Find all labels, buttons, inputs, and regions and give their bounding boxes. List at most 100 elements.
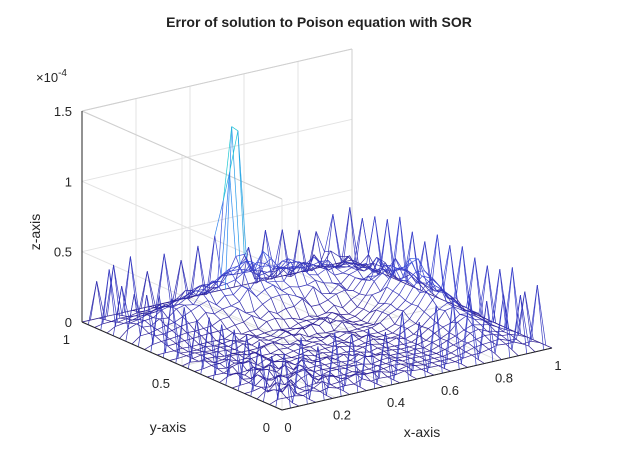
mesh-segment bbox=[277, 266, 285, 282]
mesh-segment bbox=[338, 266, 348, 269]
mesh-segment bbox=[263, 346, 271, 354]
mesh-segment bbox=[455, 297, 465, 310]
mesh-segment bbox=[420, 282, 430, 288]
mesh-segment bbox=[391, 216, 401, 276]
mesh-segment bbox=[314, 336, 324, 339]
mesh-segment bbox=[477, 300, 488, 360]
mesh-segment bbox=[379, 322, 387, 330]
mesh-segment bbox=[359, 276, 369, 295]
mesh-segment bbox=[231, 126, 239, 132]
mesh-segment bbox=[285, 265, 293, 270]
mesh-segment bbox=[288, 372, 298, 379]
mesh-segment bbox=[351, 259, 359, 264]
mesh-segment bbox=[310, 323, 318, 334]
mesh-segment bbox=[345, 383, 354, 386]
mesh-segment bbox=[228, 268, 236, 280]
mesh-segment bbox=[296, 261, 306, 265]
mesh-segment bbox=[280, 343, 288, 349]
mesh-segment bbox=[239, 289, 249, 302]
mesh-segment bbox=[302, 323, 311, 328]
mesh-segment bbox=[327, 293, 337, 301]
mesh-segment bbox=[400, 318, 410, 327]
mesh-segment bbox=[266, 280, 276, 283]
mesh-segment bbox=[291, 333, 301, 335]
mesh-segment bbox=[371, 343, 378, 349]
mesh-segment bbox=[281, 258, 289, 262]
mesh-segment bbox=[270, 329, 280, 337]
mesh-segment bbox=[350, 323, 360, 326]
mesh-segment bbox=[339, 346, 347, 353]
mesh-segment bbox=[301, 373, 310, 379]
mesh-segment bbox=[234, 321, 244, 326]
mesh-segment bbox=[197, 289, 205, 297]
mesh-segment bbox=[468, 257, 476, 309]
mesh-segment bbox=[235, 279, 242, 287]
mesh-segment bbox=[258, 271, 268, 277]
mesh-segment bbox=[309, 399, 316, 403]
mesh-segment bbox=[425, 357, 435, 361]
mesh-segment bbox=[177, 355, 187, 359]
mesh-segment bbox=[388, 258, 396, 273]
mesh-segment bbox=[377, 328, 387, 334]
mesh-segment bbox=[405, 300, 412, 305]
mesh-segment bbox=[413, 333, 420, 337]
mesh-segment bbox=[355, 277, 362, 281]
mesh-segment bbox=[263, 276, 270, 279]
mesh-segment bbox=[224, 338, 231, 341]
mesh-segment bbox=[252, 261, 261, 267]
mesh-segment bbox=[388, 309, 398, 316]
mesh-segment bbox=[315, 317, 322, 320]
mesh-segment bbox=[377, 363, 386, 366]
mesh-segment bbox=[330, 250, 338, 267]
mesh-segment bbox=[257, 346, 265, 349]
mesh-segment bbox=[404, 356, 412, 359]
mesh-segment bbox=[96, 281, 106, 320]
mesh-segment bbox=[257, 374, 264, 378]
mesh-segment bbox=[330, 384, 338, 389]
mesh-segment bbox=[453, 340, 462, 346]
mesh-segment bbox=[463, 354, 473, 359]
mesh-segment bbox=[226, 349, 235, 351]
mesh-segment bbox=[325, 312, 333, 314]
mesh-segment bbox=[426, 285, 436, 292]
mesh-segment bbox=[410, 375, 418, 380]
mesh-segment bbox=[250, 271, 260, 277]
mesh-segment bbox=[287, 293, 297, 297]
mesh-segment bbox=[191, 285, 200, 291]
mesh-segment bbox=[208, 317, 216, 375]
mesh-segment bbox=[262, 251, 270, 267]
mesh-segment bbox=[136, 320, 145, 325]
mesh-segment bbox=[327, 299, 335, 306]
mesh-segment bbox=[253, 311, 261, 320]
mesh-segment bbox=[316, 350, 323, 354]
y-tick-label: 0 bbox=[263, 420, 270, 435]
mesh-segment bbox=[228, 307, 238, 318]
mesh-segment bbox=[301, 346, 311, 349]
mesh-segment bbox=[205, 312, 215, 315]
mesh-segment bbox=[291, 357, 298, 359]
mesh-segment bbox=[184, 338, 193, 341]
mesh-segment bbox=[312, 317, 322, 324]
mesh-segment bbox=[277, 397, 287, 400]
mesh-segment bbox=[220, 268, 230, 282]
mesh-segment bbox=[349, 207, 359, 263]
mesh-segment bbox=[403, 258, 411, 268]
mesh-segment bbox=[362, 378, 371, 382]
mesh-segment bbox=[176, 308, 183, 317]
mesh-segment bbox=[339, 364, 348, 367]
mesh-segment bbox=[421, 326, 429, 329]
mesh-segment bbox=[497, 343, 506, 346]
mesh-segment bbox=[108, 269, 118, 323]
mesh-segment bbox=[207, 342, 215, 347]
mesh-segment bbox=[342, 333, 353, 391]
mesh-segment bbox=[430, 316, 437, 324]
mesh-segment bbox=[293, 298, 303, 307]
mesh-segment bbox=[302, 298, 310, 316]
mesh-segment bbox=[452, 299, 460, 370]
mesh-segment bbox=[222, 172, 230, 201]
mesh-segment bbox=[158, 295, 166, 353]
mesh-segment bbox=[453, 246, 463, 300]
mesh-segment bbox=[108, 269, 116, 327]
mesh-segment bbox=[288, 258, 295, 269]
x-axis-line bbox=[281, 347, 553, 411]
